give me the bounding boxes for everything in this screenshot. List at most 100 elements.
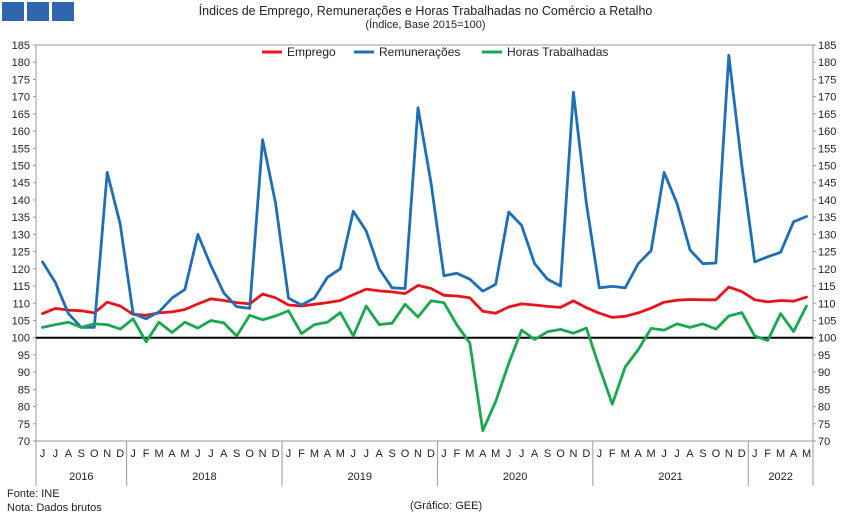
x-tick-label: J: [752, 448, 758, 460]
x-tick-label: F: [454, 448, 461, 460]
y-tick-label-left: 145: [12, 178, 30, 190]
x-tick-label: J: [674, 448, 680, 460]
x-tick-label: J: [363, 448, 369, 460]
y-tick-label-right: 130: [818, 229, 836, 241]
x-tick-label: D: [272, 448, 280, 460]
y-tick-label-left: 185: [12, 40, 30, 52]
x-tick-label: A: [220, 448, 228, 460]
y-tick-label-right: 180: [818, 57, 836, 69]
x-tick-label: A: [531, 448, 539, 460]
year-label: 2022: [768, 471, 792, 483]
y-tick-label-right: 155: [818, 143, 836, 155]
x-tick-label: M: [621, 448, 630, 460]
y-tick-label-left: 95: [18, 350, 30, 362]
x-tick-label: S: [699, 448, 706, 460]
x-tick-label: F: [609, 448, 616, 460]
x-tick-label: J: [661, 448, 667, 460]
footer-credit: (Gráfico: GEE): [410, 500, 483, 512]
legend-label: Emprego: [287, 45, 336, 59]
x-tick-label: A: [635, 448, 643, 460]
x-tick-label: D: [582, 448, 590, 460]
x-tick-label: M: [776, 448, 785, 460]
y-tick-label-right: 160: [818, 126, 836, 138]
x-tick-label: S: [233, 448, 240, 460]
legend-label: Horas Trabalhadas: [507, 45, 608, 59]
y-tick-label-left: 150: [12, 161, 30, 173]
chart-title: Índices de Emprego, Remunerações e Horas…: [198, 4, 653, 18]
x-tick-label: M: [647, 448, 656, 460]
x-tick-label: J: [208, 448, 214, 460]
y-tick-label-left: 130: [12, 229, 30, 241]
x-tick-label: A: [65, 448, 73, 460]
x-tick-label: M: [491, 448, 500, 460]
footer-note: Nota: Dados brutos: [7, 502, 102, 514]
x-tick-label: N: [569, 448, 577, 460]
x-tick-label: J: [597, 448, 603, 460]
series-line: [41, 53, 808, 329]
x-tick-label: N: [259, 448, 267, 460]
y-tick-label-right: 145: [818, 178, 836, 190]
x-tick-label: M: [465, 448, 474, 460]
x-tick-label: N: [414, 448, 422, 460]
x-tick-label: A: [168, 448, 176, 460]
x-tick-label: J: [519, 448, 525, 460]
y-tick-label-left: 115: [12, 281, 30, 293]
y-tick-label-left: 120: [12, 264, 30, 276]
x-tick-label: M: [154, 448, 163, 460]
series-line: [41, 283, 808, 319]
y-tick-label-right: 90: [818, 367, 830, 379]
y-tick-label-right: 175: [818, 74, 836, 86]
year-label: 2020: [503, 471, 527, 483]
x-tick-label: J: [130, 448, 136, 460]
x-tick-label: F: [143, 448, 150, 460]
year-label: 2021: [658, 471, 682, 483]
x-tick-label: J: [53, 448, 59, 460]
x-tick-label: O: [556, 448, 565, 460]
y-tick-label-right: 105: [818, 315, 836, 327]
x-tick-label: J: [40, 448, 46, 460]
footer-source: Fonte: INE: [7, 488, 60, 500]
x-tick-label: M: [180, 448, 189, 460]
x-tick-label: J: [506, 448, 512, 460]
x-tick-label: N: [103, 448, 111, 460]
legend-label: Remunerações: [379, 45, 460, 59]
y-tick-label-left: 85: [18, 384, 30, 396]
y-tick-label-left: 180: [12, 57, 30, 69]
x-tick-label: D: [116, 448, 124, 460]
x-tick-label: A: [376, 448, 384, 460]
y-tick-label-right: 135: [818, 212, 836, 224]
y-tick-label-right: 100: [818, 333, 836, 345]
y-tick-label-left: 100: [12, 333, 30, 345]
logo-block-2: [27, 2, 49, 21]
x-tick-label: F: [764, 448, 771, 460]
x-tick-label: A: [324, 448, 332, 460]
year-label: 2016: [69, 471, 93, 483]
y-tick-label-right: 170: [818, 92, 836, 104]
y-tick-label-right: 165: [818, 109, 836, 121]
x-tick-label: N: [725, 448, 733, 460]
y-tick-label-right: 70: [818, 436, 830, 448]
y-tick-label-left: 70: [18, 436, 30, 448]
x-tick-label: D: [427, 448, 435, 460]
y-tick-label-left: 170: [12, 92, 30, 104]
x-tick-label: J: [195, 448, 201, 460]
y-tick-label-left: 125: [12, 247, 30, 259]
x-tick-label: M: [310, 448, 319, 460]
y-tick-label-left: 175: [12, 74, 30, 86]
y-tick-label-right: 110: [818, 298, 836, 310]
y-tick-label-left: 155: [12, 143, 30, 155]
chart-subtitle: (Índice, Base 2015=100): [365, 19, 486, 31]
y-tick-label-right: 115: [818, 281, 836, 293]
x-tick-label: O: [401, 448, 410, 460]
y-tick-label-left: 110: [12, 298, 30, 310]
plot-frame: [35, 44, 814, 442]
y-tick-label-left: 90: [18, 367, 30, 379]
x-tick-label: S: [78, 448, 85, 460]
series-line: [41, 299, 808, 433]
x-tick-label: A: [686, 448, 694, 460]
y-tick-label-left: 140: [12, 195, 30, 207]
y-tick-label-right: 95: [818, 350, 830, 362]
x-tick-label: A: [479, 448, 487, 460]
x-tick-label: O: [90, 448, 99, 460]
